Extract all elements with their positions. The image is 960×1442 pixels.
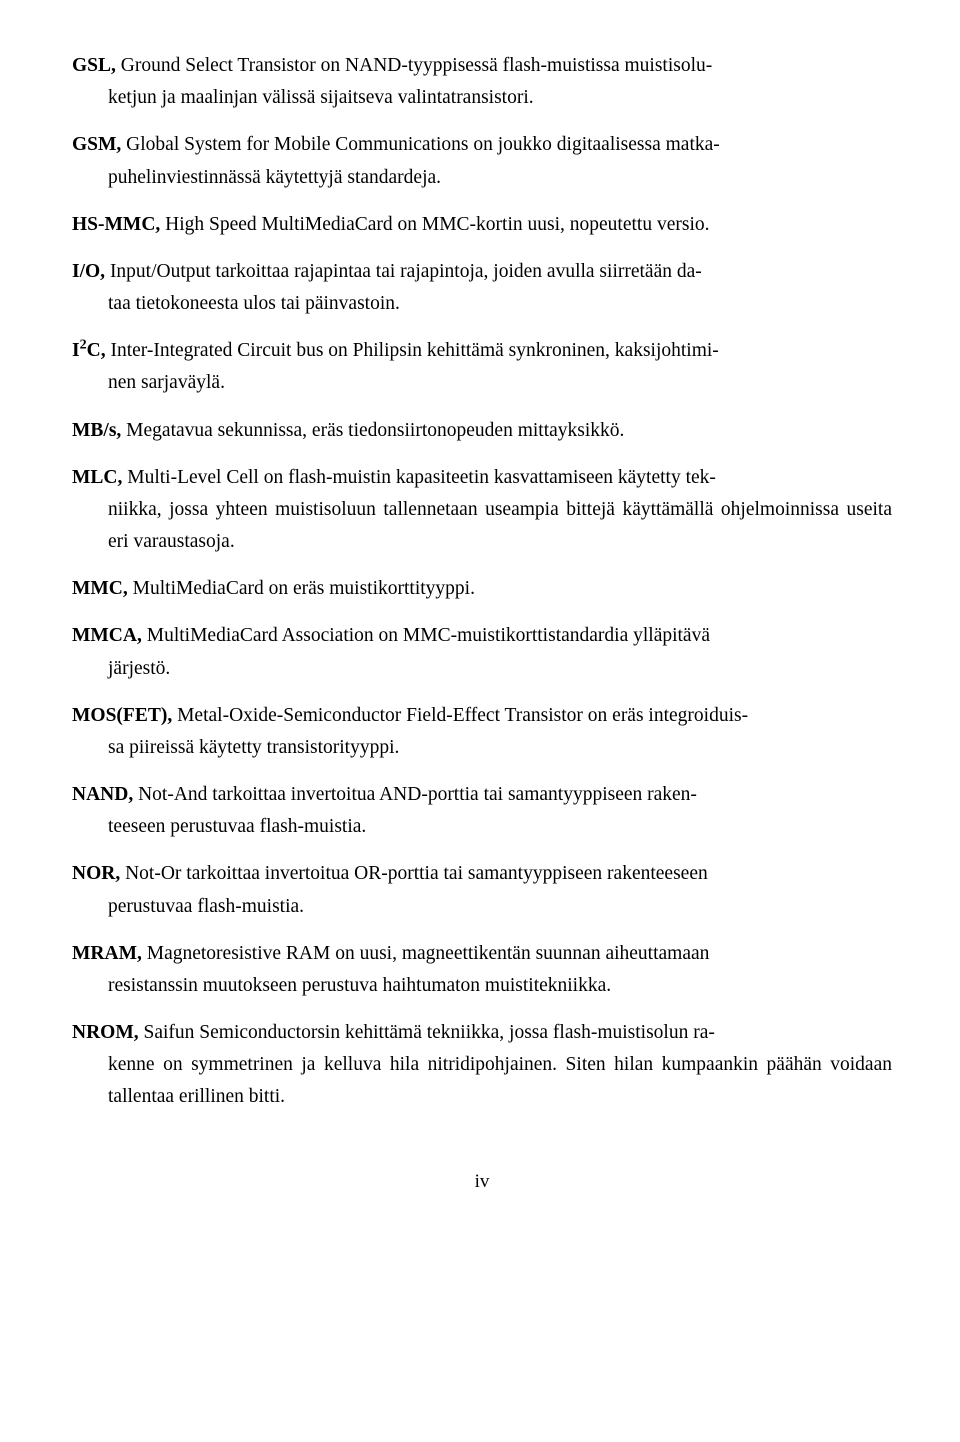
glossary-entry: MMCA, MultiMediaCard Association on MMC-…	[72, 620, 892, 684]
glossary-term: I2C,	[72, 340, 106, 361]
glossary-definition-cont: ketjun ja maalinjan välissä sijaitseva v…	[72, 82, 892, 114]
glossary-definition-cont: teeseen perustuvaa flash-muistia.	[72, 811, 892, 843]
glossary-definition-cont: niikka, jossa yhteen muistisoluun tallen…	[72, 494, 892, 558]
glossary-term: GSL,	[72, 55, 116, 76]
glossary-entry: HS-MMC, High Speed MultiMediaCard on MMC…	[72, 209, 892, 241]
glossary-definition-firstline: MultiMediaCard Association on MMC-muisti…	[142, 625, 710, 646]
glossary-term: MOS(FET),	[72, 705, 172, 726]
glossary-definition-firstline: Not-And tarkoittaa invertoitua AND-portt…	[133, 784, 697, 805]
glossary-term: NROM,	[72, 1022, 139, 1043]
glossary-entry: MRAM, Magnetoresistive RAM on uusi, magn…	[72, 938, 892, 1002]
glossary-definition-cont: taa tietokoneesta ulos tai päinvastoin.	[72, 288, 892, 320]
glossary-definition-cont: järjestö.	[72, 653, 892, 685]
glossary-definition-cont: perustuvaa flash-muistia.	[72, 891, 892, 923]
glossary-entry: GSM, Global System for Mobile Communicat…	[72, 129, 892, 193]
glossary-entry: MB/s, Megatavua sekunnissa, eräs tiedons…	[72, 415, 892, 447]
glossary-term: NAND,	[72, 784, 133, 805]
glossary-entry: MMC, MultiMediaCard on eräs muistikortti…	[72, 573, 892, 605]
glossary-definition-firstline: Not-Or tarkoittaa invertoitua OR-porttia…	[120, 863, 708, 884]
term-sup: 2	[80, 337, 87, 353]
glossary-entry: MOS(FET), Metal-Oxide-Semiconductor Fiel…	[72, 700, 892, 764]
glossary-definition-cont: sa piireissä käytetty transistorityyppi.	[72, 732, 892, 764]
glossary-definition-firstline: MultiMediaCard on eräs muistikorttityypp…	[128, 578, 475, 599]
glossary-definition-firstline: Multi-Level Cell on flash-muistin kapasi…	[122, 467, 716, 488]
glossary-definition-firstline: High Speed MultiMediaCard on MMC-kortin …	[160, 214, 709, 235]
glossary-term: MRAM,	[72, 943, 142, 964]
glossary-term: MMCA,	[72, 625, 142, 646]
glossary-entry: I2C, Inter-Integrated Circuit bus on Phi…	[72, 335, 892, 399]
glossary-entry: NAND, Not-And tarkoittaa invertoitua AND…	[72, 779, 892, 843]
glossary-entry: I/O, Input/Output tarkoittaa rajapintaa …	[72, 256, 892, 320]
glossary-definition-cont: kenne on symmetrinen ja kelluva hila nit…	[72, 1049, 892, 1113]
glossary-definition-firstline: Magnetoresistive RAM on uusi, magneettik…	[142, 943, 710, 964]
glossary-term: MLC,	[72, 467, 122, 488]
glossary-term: NOR,	[72, 863, 120, 884]
glossary-definition-firstline: Global System for Mobile Communications …	[121, 134, 719, 155]
term-part: I	[72, 340, 80, 361]
glossary-definition-firstline: Megatavua sekunnissa, eräs tiedonsiirton…	[121, 420, 624, 441]
glossary-term: MMC,	[72, 578, 128, 599]
glossary-term: MB/s,	[72, 420, 121, 441]
glossary-term: GSM,	[72, 134, 121, 155]
glossary-definition-cont: resistanssin muutokseen perustuva haihtu…	[72, 970, 892, 1002]
glossary-definition-firstline: Inter-Integrated Circuit bus on Philipsi…	[106, 340, 719, 361]
glossary-term: I/O,	[72, 261, 105, 282]
glossary-entry: MLC, Multi-Level Cell on flash-muistin k…	[72, 462, 892, 559]
glossary-entry: NROM, Saifun Semiconductorsin kehittämä …	[72, 1017, 892, 1114]
glossary-definition-firstline: Input/Output tarkoittaa rajapintaa tai r…	[105, 261, 702, 282]
glossary-entry: NOR, Not-Or tarkoittaa invertoitua OR-po…	[72, 858, 892, 922]
glossary-definition-cont: nen sarjaväylä.	[72, 367, 892, 399]
glossary-list: GSL, Ground Select Transistor on NAND-ty…	[72, 50, 892, 1114]
glossary-definition-firstline: Ground Select Transistor on NAND-tyyppis…	[116, 55, 712, 76]
glossary-term: HS-MMC,	[72, 214, 160, 235]
glossary-definition-cont: puhelinviestinnässä käytettyjä standarde…	[72, 162, 892, 194]
glossary-entry: GSL, Ground Select Transistor on NAND-ty…	[72, 50, 892, 114]
glossary-definition-firstline: Metal-Oxide-Semiconductor Field-Effect T…	[172, 705, 748, 726]
page-number: iv	[72, 1166, 892, 1197]
term-part: C,	[87, 340, 106, 361]
glossary-definition-firstline: Saifun Semiconductorsin kehittämä teknii…	[139, 1022, 715, 1043]
